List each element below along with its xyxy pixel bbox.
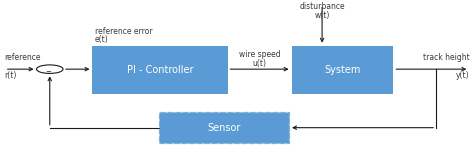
Text: e(t): e(t) <box>95 35 109 44</box>
Text: −: − <box>46 69 51 74</box>
Text: y(t): y(t) <box>456 71 469 80</box>
Text: u(t): u(t) <box>253 59 266 68</box>
Text: reference: reference <box>5 53 41 62</box>
Text: PI - Controller: PI - Controller <box>127 65 193 75</box>
Text: r(t): r(t) <box>5 71 17 80</box>
Text: wire speed: wire speed <box>239 50 280 59</box>
Text: Sensor: Sensor <box>207 123 241 133</box>
Text: System: System <box>324 65 361 75</box>
Text: track height: track height <box>422 53 469 62</box>
Text: w(t): w(t) <box>314 11 330 20</box>
Bar <box>292 46 393 94</box>
Text: reference error: reference error <box>95 28 153 36</box>
Bar <box>92 46 228 94</box>
Bar <box>159 112 289 143</box>
Text: disturbance: disturbance <box>299 2 345 11</box>
